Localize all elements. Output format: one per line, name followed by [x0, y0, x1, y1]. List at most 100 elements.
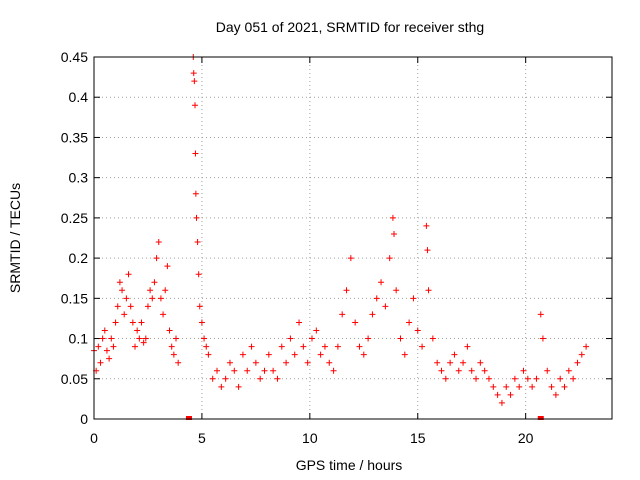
data-point	[373, 295, 380, 302]
data-point	[300, 343, 307, 350]
data-point	[419, 343, 426, 350]
data-point	[343, 287, 350, 294]
data-point	[507, 391, 514, 398]
data-point	[291, 351, 298, 358]
data-point	[434, 359, 441, 366]
data-point	[308, 335, 315, 342]
zero-marker	[185, 416, 192, 420]
data-point	[391, 230, 398, 237]
zero-marker	[537, 416, 544, 420]
data-point	[265, 351, 272, 358]
data-point	[270, 367, 277, 374]
data-point	[125, 271, 132, 278]
x-tick-label: 15	[410, 430, 426, 446]
y-tick-label: 0.1	[69, 331, 89, 347]
data-point	[313, 327, 320, 334]
data-point	[140, 339, 147, 346]
data-point	[503, 383, 510, 390]
data-point	[166, 327, 173, 334]
y-tick-label: 0.2	[69, 250, 89, 266]
y-tick-label: 0.4	[69, 89, 89, 105]
data-point	[369, 311, 376, 318]
data-point	[196, 303, 203, 310]
data-point	[226, 359, 233, 366]
data-point	[132, 343, 139, 350]
data-point	[151, 279, 158, 286]
data-point	[136, 335, 143, 342]
data-point	[352, 319, 359, 326]
data-point	[283, 359, 290, 366]
data-point	[142, 335, 149, 342]
data-point	[473, 375, 480, 382]
data-point	[529, 383, 536, 390]
data-point	[468, 367, 475, 374]
data-point	[160, 311, 167, 318]
data-point	[393, 287, 400, 294]
y-tick-label: 0.45	[61, 49, 88, 65]
data-point	[451, 351, 458, 358]
data-point	[222, 375, 229, 382]
data-point	[565, 367, 572, 374]
data-point	[406, 319, 413, 326]
data-point	[123, 295, 130, 302]
data-point	[330, 367, 337, 374]
data-point	[274, 375, 281, 382]
data-point	[218, 383, 225, 390]
data-point	[583, 343, 590, 350]
y-tick-label: 0.3	[69, 170, 89, 186]
data-point	[423, 222, 430, 229]
data-point	[520, 367, 527, 374]
data-point	[97, 359, 104, 366]
data-point	[203, 343, 210, 350]
data-point	[424, 247, 431, 254]
data-point	[455, 367, 462, 374]
plot-frame	[93, 56, 613, 420]
y-axis-ticks: 0 0.05 0.1 0.15 0.2 0.25 0.3 0.35 0.4 0.45	[61, 49, 612, 427]
data-point	[119, 287, 126, 294]
data-point	[192, 150, 199, 157]
data-point	[239, 351, 246, 358]
data-point	[365, 335, 372, 342]
data-point	[570, 375, 577, 382]
data-point	[378, 279, 385, 286]
data-point	[191, 78, 198, 85]
data-point	[401, 351, 408, 358]
data-point	[101, 327, 108, 334]
data-point	[490, 383, 497, 390]
x-tick-label: 10	[302, 430, 318, 446]
data-point	[190, 70, 197, 77]
data-point	[252, 359, 259, 366]
data-point	[99, 335, 106, 342]
data-point	[95, 343, 102, 350]
data-point	[192, 102, 199, 109]
data-point	[429, 335, 436, 342]
y-tick-label: 0.35	[61, 129, 88, 145]
data-point	[548, 383, 555, 390]
data-point	[410, 295, 417, 302]
data-point	[442, 375, 449, 382]
grid	[94, 57, 612, 419]
data-point	[386, 255, 393, 262]
data-point	[114, 303, 121, 310]
data-point	[121, 311, 128, 318]
data-point	[193, 214, 200, 221]
data-point	[537, 311, 544, 318]
data-point	[498, 399, 505, 406]
data-point	[511, 375, 518, 382]
data-point	[127, 303, 134, 310]
data-point	[389, 214, 396, 221]
data-point	[153, 255, 160, 262]
data-point	[170, 351, 177, 358]
data-point	[106, 355, 113, 362]
data-point	[231, 367, 238, 374]
data-point	[578, 351, 585, 358]
y-tick-label: 0.05	[61, 371, 88, 387]
data-point	[494, 391, 501, 398]
data-point	[235, 383, 242, 390]
data-point	[278, 343, 285, 350]
data-point	[129, 319, 136, 326]
data-point	[296, 319, 303, 326]
data-point	[557, 375, 564, 382]
data-point	[334, 343, 341, 350]
data-point	[134, 327, 141, 334]
